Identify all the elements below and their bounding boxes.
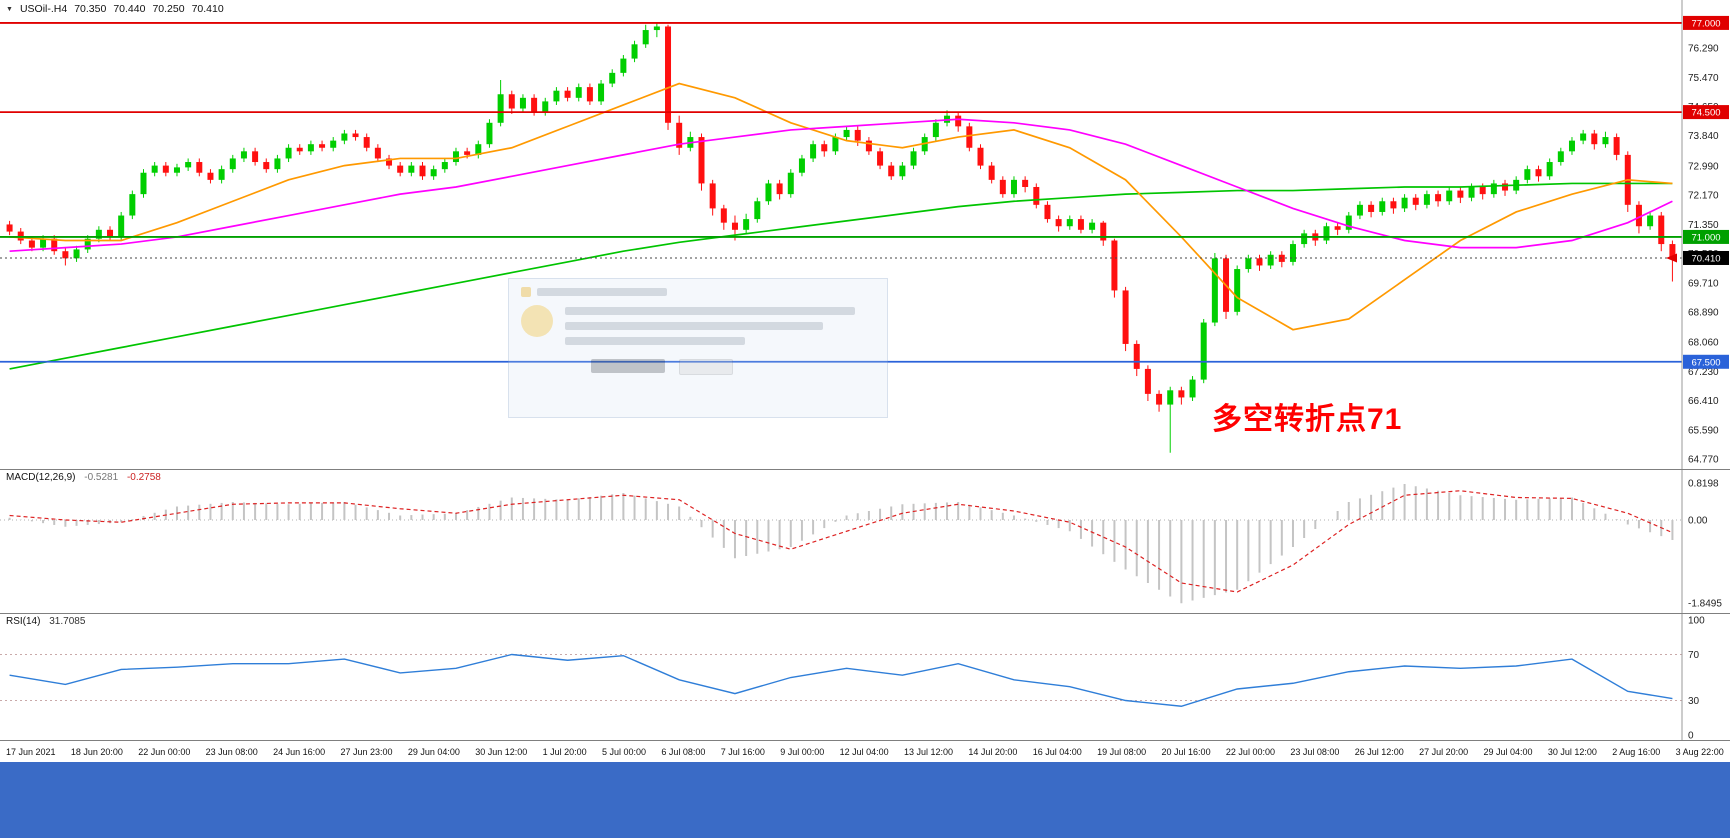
time-axis-label: 23 Jul 08:00 [1290,746,1340,757]
watermark-dialog [508,278,888,418]
rsi-tick: 70 [1688,650,1700,661]
watermark-button-primary [591,359,665,373]
time-axis-label: 6 Jul 08:00 [661,746,706,757]
rsi-line [9,653,1673,707]
price-tick: 72.990 [1688,161,1719,172]
price-tick: 75.470 [1688,73,1719,84]
price-tick: 71.350 [1688,220,1719,231]
quote-low: 70.250 [152,3,185,15]
watermark-text-lines [565,305,855,345]
time-axis-label: 29 Jun 04:00 [407,746,460,757]
time-axis-label: 5 Jul 00:00 [602,746,647,757]
time-axis-label: 24 Jun 16:00 [273,746,326,757]
time-axis-label: 9 Jul 00:00 [780,746,825,757]
price-tick: 64.770 [1688,455,1719,466]
watermark-text-line [565,307,855,315]
rsi-tick: 30 [1688,696,1700,707]
time-axis-label: 13 Jul 12:00 [903,746,954,757]
time-axis-label: 23 Jun 08:00 [205,746,258,757]
ma-magenta-line [9,118,1673,253]
rsi-value: 31.7085 [49,616,86,627]
svg-text:67.500: 67.500 [1691,357,1720,368]
price-tick: 67.230 [1688,367,1719,378]
level-price-badge [1683,15,1729,30]
macd-tick: 0.00 [1688,516,1708,527]
macd-histogram [8,484,1674,604]
level-price-badge [1683,105,1729,120]
price-tick: 72.170 [1688,191,1719,202]
macd-signal-line [9,490,1673,593]
macd-value-main: -0.5281 [84,472,119,483]
macd-panel[interactable]: 0.8198 0.00 -1.8495 [0,469,1730,613]
ma-green-line [9,182,1673,370]
time-axis-label: 14 Jul 20:00 [968,746,1018,757]
watermark-body [521,305,875,345]
time-axis-label: 20 Jul 16:00 [1161,746,1211,757]
time-axis[interactable]: 17 Jun 2021 18 Jun 20:00 22 Jun 00:00 23 Ju… [0,740,1730,762]
macd-value-signal: -0.2758 [126,472,161,483]
symbol-name: USOil-.H4 [19,3,68,15]
macd-label: MACD(12,26,9) -0.5281 -0.2758 [6,472,161,483]
time-axis-label: 22 Jul 00:00 [1225,746,1275,757]
bottom-banner [0,762,1730,838]
rsi-label: RSI(14) 31.7085 [6,616,85,627]
time-axis-label: 16 Jul 04:00 [1032,746,1082,757]
time-axis-label: 30 Jun 12:00 [475,746,528,757]
watermark-text-line [565,322,823,330]
symbol-info-bar: ▼ USOil-.H4 70.350 70.440 70.250 70.410 [6,3,224,15]
time-axis-label: 7 Jul 16:00 [720,746,765,757]
watermark-button-secondary [679,359,733,375]
candlestick-chart[interactable]: 76.29075.47074.65073.84072.99072.17071.3… [0,0,1730,469]
watermark-logo-icon [521,305,553,337]
time-axis-label: 27 Jun 23:00 [340,746,393,757]
time-axis-label: 27 Jul 20:00 [1419,746,1469,757]
time-axis-label: 12 Jul 04:00 [839,746,889,757]
time-axis-label: 19 Jul 08:00 [1097,746,1147,757]
time-axis-label: 29 Jul 04:00 [1483,746,1533,757]
rsi-name: RSI(14) [6,616,41,627]
quote-open: 70.350 [74,3,107,15]
ma-orange-line [9,82,1673,331]
watermark-buttons-row [591,359,875,375]
svg-text:70.410: 70.410 [1691,253,1720,264]
svg-text:77.000: 77.000 [1691,18,1720,29]
time-axis-label: 2 Aug 16:00 [1612,746,1661,757]
price-tick: 65.590 [1688,425,1719,436]
rsi-tick: 100 [1688,616,1705,627]
price-tick: 76.290 [1688,44,1719,55]
time-axis-label: 22 Jun 00:00 [138,746,191,757]
rsi-panel[interactable]: 100 70 30 0 [0,613,1730,740]
price-tick: 68.060 [1688,337,1719,348]
price-arrow-marker [1666,253,1677,263]
rsi-tick: 0 [1688,731,1694,741]
time-axis-label: 30 Jul 12:00 [1547,746,1597,757]
time-axis-label: 18 Jun 20:00 [70,746,123,757]
quote-close: 70.410 [191,3,224,15]
macd-tick: 0.8198 [1688,479,1719,490]
level-price-badge [1683,229,1729,244]
level-price-badge [1683,354,1729,369]
price-tick: 68.890 [1688,308,1719,319]
macd-name: MACD(12,26,9) [6,472,76,483]
time-axis-label: 1 Jul 20:00 [542,746,587,757]
watermark-title-row [521,287,875,297]
time-axis-label: 17 Jun 2021 [6,746,56,757]
svg-text:71.000: 71.000 [1691,232,1720,243]
price-tick: 66.410 [1688,396,1719,407]
svg-text:74.500: 74.500 [1691,108,1720,119]
price-tick: 69.710 [1688,278,1719,289]
time-axis-label: 26 Jul 12:00 [1354,746,1404,757]
watermark-title-line [537,288,667,296]
watermark-badge-icon [521,287,531,297]
watermark-text-line [565,337,745,345]
current-price-badge [1683,250,1729,265]
quote-high: 70.440 [113,3,146,15]
chart-annotation-text: 多空转折点71 [1212,403,1403,436]
price-tick: 73.840 [1688,131,1719,142]
macd-tick: -1.8495 [1688,599,1722,610]
time-axis-label: 3 Aug 22:00 [1675,746,1724,757]
chevron-down-icon[interactable]: ▼ [6,5,13,13]
